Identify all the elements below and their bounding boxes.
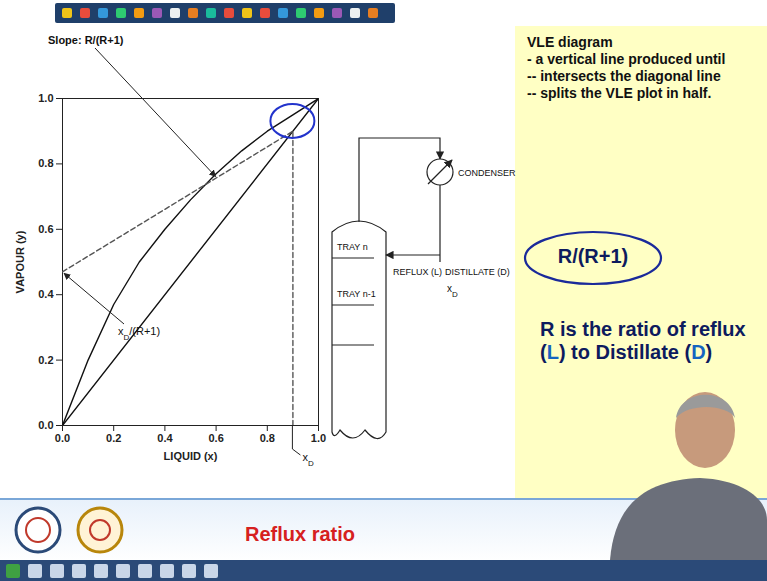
svg-text:1.0: 1.0 <box>311 432 326 444</box>
svg-text:0.8: 0.8 <box>38 157 53 169</box>
svg-text:0.2: 0.2 <box>106 432 121 444</box>
svg-text:1.0: 1.0 <box>38 92 53 104</box>
html-text:R/(R+1): R/(R+1) <box>557 245 629 267</box>
svg-text:0.4: 0.4 <box>38 288 54 300</box>
svg-text:0.6: 0.6 <box>38 223 53 235</box>
html-text:-- splits the VLE plot in half: -- splits the VLE plot in half. <box>527 85 712 101</box>
svg-text:0.4: 0.4 <box>157 432 173 444</box>
svg-text:REFLUX (L): REFLUX (L) <box>393 267 442 277</box>
svg-text:xD: xD <box>447 283 458 299</box>
html-text:- a vertical line produced unt: - a vertical line produced until <box>527 51 726 67</box>
html-text:(L) to Distillate (D): (L) to Distillate (D) <box>540 341 713 363</box>
svg-text:CONDENSER: CONDENSER <box>458 168 516 178</box>
svg-text:0.0: 0.0 <box>38 419 53 431</box>
svg-text:0.8: 0.8 <box>260 432 275 444</box>
svg-text:0.6: 0.6 <box>208 432 223 444</box>
svg-text:LIQUID (x): LIQUID (x) <box>164 450 218 462</box>
html-text:Reflux ratio: Reflux ratio <box>245 523 355 545</box>
svg-text:xD/(R+1): xD/(R+1) <box>118 325 160 342</box>
html-text:-- intersects the diagonal lin: -- intersects the diagonal line <box>527 68 721 84</box>
svg-text:VAPOUR (y): VAPOUR (y) <box>14 230 26 293</box>
html-text:VLE diagram: VLE diagram <box>527 34 613 50</box>
svg-text:0.2: 0.2 <box>38 354 53 366</box>
svg-text:DISTILLATE (D): DISTILLATE (D) <box>445 267 510 277</box>
svg-text:Slope: R/(R+1): Slope: R/(R+1) <box>48 34 124 46</box>
svg-text:TRAY n: TRAY n <box>337 242 368 252</box>
svg-text:0.0: 0.0 <box>55 432 70 444</box>
svg-text:TRAY n-1: TRAY n-1 <box>337 289 376 299</box>
html-text:R is the ratio of reflux: R is the ratio of reflux <box>540 318 746 340</box>
svg-text:xD: xD <box>302 451 314 468</box>
